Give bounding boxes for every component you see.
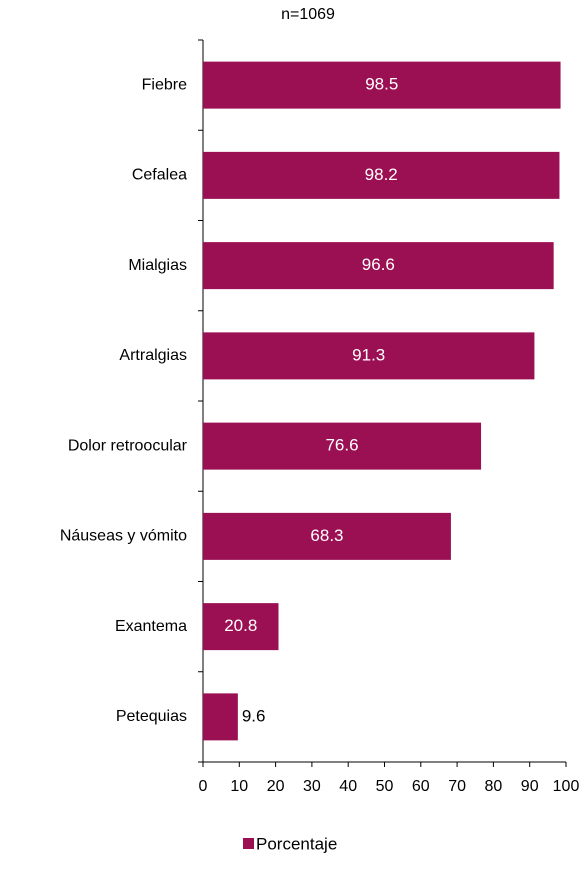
y-tick-label: Petequias bbox=[116, 708, 187, 725]
bar bbox=[203, 603, 279, 651]
x-tick-label: 50 bbox=[376, 778, 394, 795]
bar bbox=[203, 512, 451, 560]
y-tick-label: Fiebre bbox=[142, 76, 187, 93]
bar bbox=[203, 61, 561, 109]
legend-swatch bbox=[243, 838, 254, 849]
x-tick-label: 30 bbox=[303, 778, 321, 795]
x-tick-label: 80 bbox=[485, 778, 503, 795]
data-label: 98.5 bbox=[365, 75, 398, 94]
y-tick-label: Náuseas y vómito bbox=[60, 528, 187, 545]
data-label: 98.2 bbox=[365, 165, 398, 184]
x-tick-label: 40 bbox=[339, 778, 357, 795]
y-tick-label: Dolor retroocular bbox=[68, 437, 188, 454]
bar bbox=[203, 151, 560, 199]
x-tick-label: 0 bbox=[199, 778, 208, 795]
data-label: 68.3 bbox=[310, 526, 343, 545]
data-label: 20.8 bbox=[224, 616, 257, 635]
chart-title: n=1069 bbox=[281, 6, 335, 23]
x-tick-label: 70 bbox=[448, 778, 466, 795]
x-tick-label: 60 bbox=[412, 778, 430, 795]
y-tick-label: Exantema bbox=[115, 618, 187, 635]
y-tick-label: Mialgias bbox=[128, 257, 187, 274]
x-tick-label: 10 bbox=[230, 778, 248, 795]
y-tick-label: Cefalea bbox=[132, 167, 187, 184]
bar bbox=[203, 242, 554, 290]
x-tick-label: 20 bbox=[267, 778, 285, 795]
bar bbox=[203, 332, 535, 380]
bar bbox=[203, 422, 482, 470]
x-tick-label: 100 bbox=[553, 778, 580, 795]
data-label: 9.6 bbox=[242, 706, 266, 725]
legend-label: Porcentaje bbox=[256, 834, 337, 853]
y-tick-label: Artralgias bbox=[119, 347, 187, 364]
data-label: 76.6 bbox=[325, 436, 358, 455]
bar bbox=[203, 693, 238, 741]
x-tick-label: 90 bbox=[521, 778, 539, 795]
data-label: 96.6 bbox=[362, 255, 395, 274]
data-label: 91.3 bbox=[352, 345, 385, 364]
